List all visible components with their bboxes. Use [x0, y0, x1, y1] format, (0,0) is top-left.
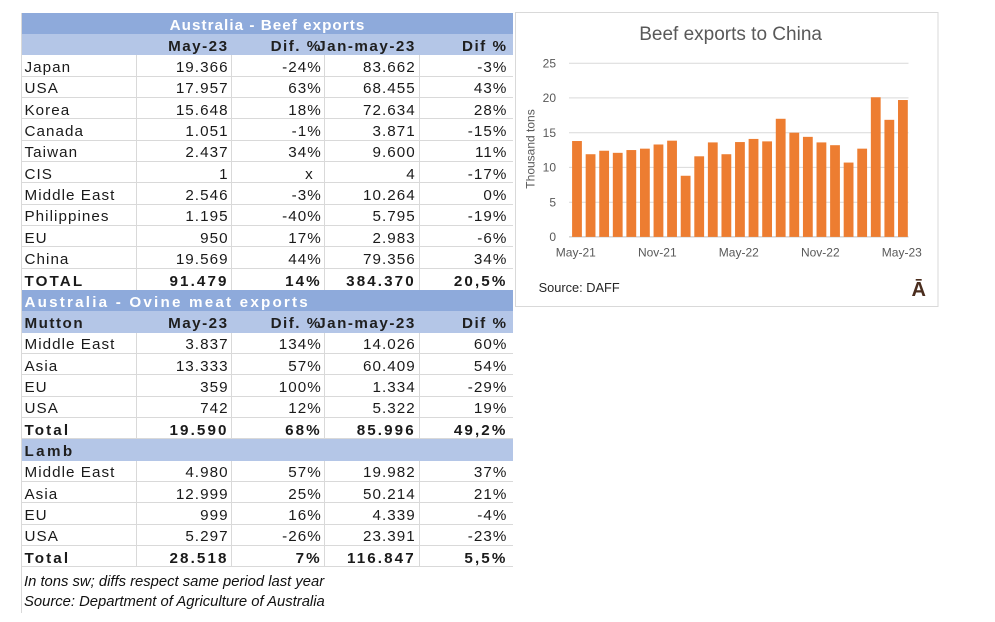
svg-text:Thousand tons: Thousand tons: [524, 109, 538, 188]
svg-text:20: 20: [543, 91, 557, 105]
svg-text:Nov-21: Nov-21: [638, 246, 677, 260]
svg-text:Nov-22: Nov-22: [801, 246, 840, 260]
svg-text:Source: DAFF: Source: DAFF: [539, 280, 620, 295]
svg-text:15: 15: [543, 126, 557, 140]
svg-text:May-23: May-23: [882, 246, 922, 260]
svg-text:May-22: May-22: [719, 246, 759, 260]
svg-text:0: 0: [549, 230, 556, 244]
svg-text:5: 5: [549, 195, 556, 209]
svg-text:25: 25: [543, 56, 557, 70]
svg-text:Ā: Ā: [912, 279, 926, 301]
svg-text:May-21: May-21: [556, 246, 596, 260]
svg-text:Beef exports to China: Beef exports to China: [639, 24, 822, 45]
svg-text:10: 10: [543, 161, 557, 175]
